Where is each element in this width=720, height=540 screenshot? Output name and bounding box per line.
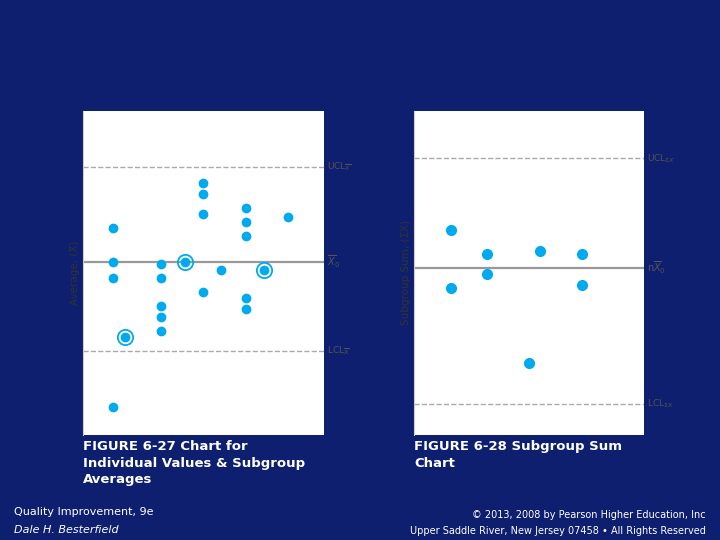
Text: LCL$_{\Sigma X}$: LCL$_{\Sigma X}$: [647, 398, 674, 410]
Y-axis label: Average, (X̅): Average, (X̅): [70, 240, 80, 305]
Text: UCL$_{\overline{X}}$: UCL$_{\overline{X}}$: [327, 160, 351, 173]
Text: © 2013, 2008 by Pearson Higher Education, Inc: © 2013, 2008 by Pearson Higher Education…: [472, 510, 706, 521]
Text: FIGURE 6-28 Subgroup Sum
Chart: FIGURE 6-28 Subgroup Sum Chart: [414, 440, 622, 470]
Text: Upper Saddle River, New Jersey 07458 • All Rights Reserved: Upper Saddle River, New Jersey 07458 • A…: [410, 526, 706, 537]
Text: Quality Improvement, 9e: Quality Improvement, 9e: [14, 507, 154, 517]
Y-axis label: Subgroup Sum, (ΣX): Subgroup Sum, (ΣX): [401, 220, 411, 325]
Text: FIGURE 6-27 Chart for
Individual Values & Subgroup
Averages: FIGURE 6-27 Chart for Individual Values …: [83, 440, 305, 486]
Text: LCL$_{\overline{X}}$: LCL$_{\overline{X}}$: [327, 345, 350, 357]
Text: Dale H. Besterfield: Dale H. Besterfield: [14, 525, 119, 535]
Text: $\overline{X}_0$: $\overline{X}_0$: [327, 253, 340, 269]
Text: UCL$_{\Sigma X}$: UCL$_{\Sigma X}$: [647, 152, 675, 165]
Text: n$\overline{X}_0$: n$\overline{X}_0$: [647, 260, 666, 276]
